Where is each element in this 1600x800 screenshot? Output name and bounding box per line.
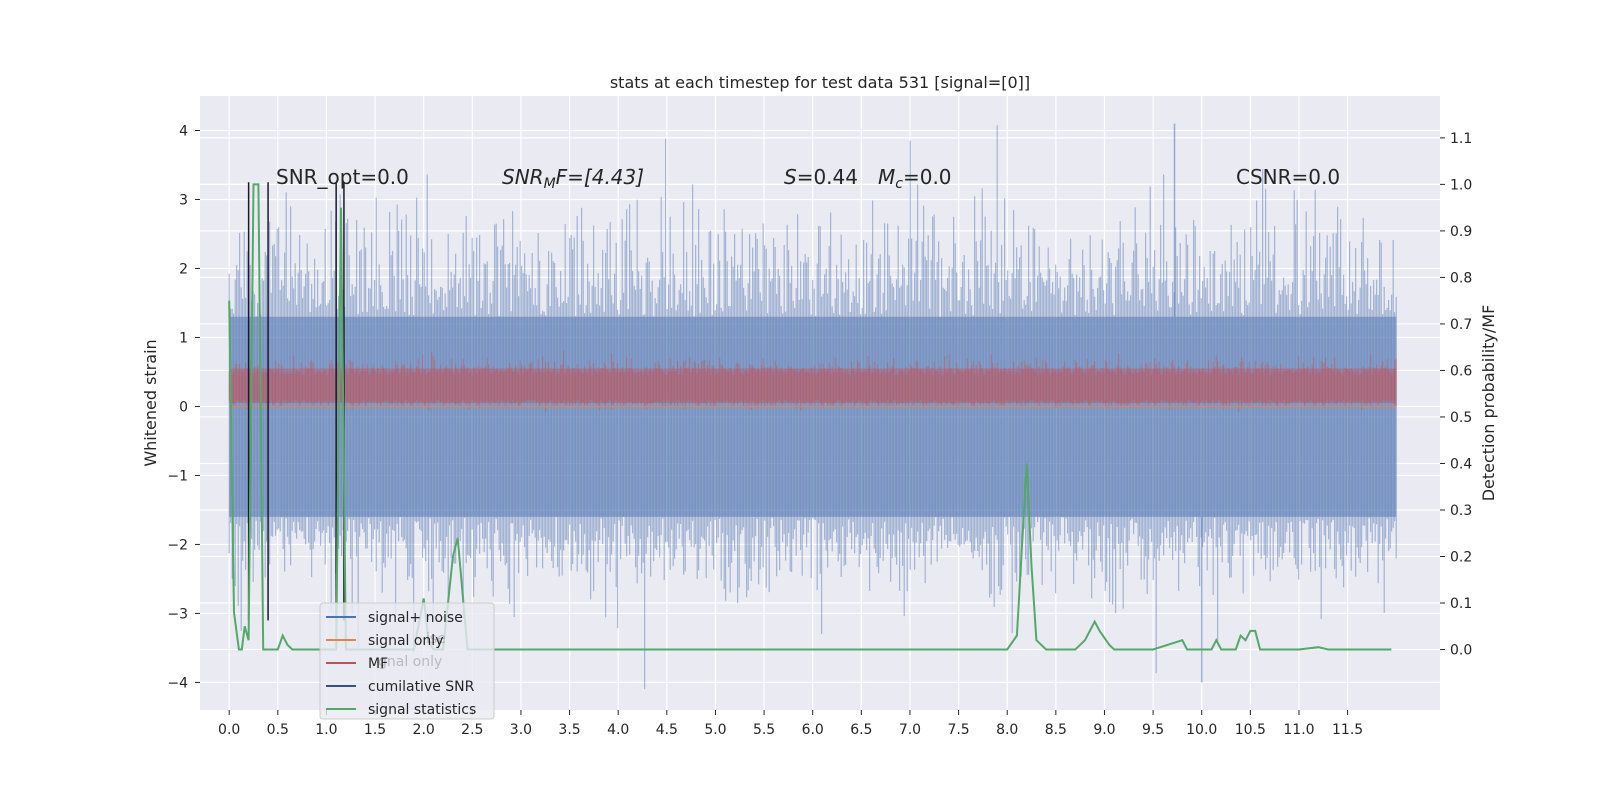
y2-tick-label: 0.3 bbox=[1450, 503, 1472, 519]
legend-entry-signal-noise: signal+ noise bbox=[368, 610, 463, 626]
x-tick-label: 6.0 bbox=[802, 722, 824, 738]
y-tick-label: 4 bbox=[179, 123, 188, 139]
y-tick-label: 2 bbox=[179, 261, 188, 277]
y2-tick-label: 0.0 bbox=[1450, 643, 1472, 659]
y-axis-label: Whitened strain bbox=[141, 339, 160, 466]
x-tick-label: 10.5 bbox=[1235, 722, 1266, 738]
y-tick-label: 3 bbox=[179, 192, 188, 208]
y2-axis-ticks: 1.1 1.0 0.9 0.8 0.7 0.6 0.5 0.4 0.3 0.2 0.1 0.0 bbox=[1440, 131, 1472, 659]
x-tick-label: 10.0 bbox=[1186, 722, 1217, 738]
x-tick-label: 7.5 bbox=[947, 722, 969, 738]
x-tick-label: 2.0 bbox=[413, 722, 435, 738]
y2-tick-label: 1.0 bbox=[1450, 177, 1472, 193]
x-tick-label: 11.5 bbox=[1332, 722, 1363, 738]
annotation-mc: Mc=0.0 bbox=[878, 165, 952, 192]
x-tick-label: 2.5 bbox=[461, 722, 483, 738]
x-tick-label: 8.5 bbox=[1045, 722, 1067, 738]
y2-tick-label: 0.9 bbox=[1450, 224, 1472, 240]
x-tick-label: 9.5 bbox=[1142, 722, 1164, 738]
y2-tick-label: 0.8 bbox=[1450, 270, 1472, 286]
chart-title: stats at each timestep for test data 531… bbox=[610, 73, 1030, 92]
x-tick-label: 1.0 bbox=[315, 722, 337, 738]
x-tick-label: 1.5 bbox=[364, 722, 386, 738]
x-tick-label: 9.0 bbox=[1093, 722, 1115, 738]
y2-axis-label: Detection probability/MF bbox=[1479, 305, 1498, 502]
x-tick-label: 4.0 bbox=[607, 722, 629, 738]
x-tick-label: 4.5 bbox=[656, 722, 678, 738]
legend-entry-signal-only: signal only bbox=[368, 633, 443, 649]
y-tick-label: −4 bbox=[167, 675, 188, 691]
x-tick-label: 11.0 bbox=[1283, 722, 1314, 738]
legend-entry-signal-statistics: signal statistics bbox=[368, 702, 476, 718]
y2-tick-label: 1.1 bbox=[1450, 131, 1472, 147]
y-tick-label: 1 bbox=[179, 330, 188, 346]
y-tick-label: −3 bbox=[167, 606, 188, 622]
legend-entry-cumulative-snr: cumilative SNR bbox=[368, 679, 475, 695]
x-tick-label: 5.5 bbox=[753, 722, 775, 738]
annotation-snr-opt: SNR_opt=0.0 bbox=[276, 165, 409, 189]
annotation-snr-mf: SNRMF=[4.43] bbox=[502, 165, 644, 192]
x-tick-label: 0.0 bbox=[218, 722, 240, 738]
y2-tick-label: 0.4 bbox=[1450, 456, 1472, 472]
y2-tick-label: 0.5 bbox=[1450, 410, 1472, 426]
y-tick-label: −2 bbox=[167, 537, 188, 553]
y-axis-ticks: 4 3 2 1 0 −1 −2 −3 −4 bbox=[167, 123, 200, 691]
y-tick-label: −1 bbox=[167, 468, 188, 484]
x-tick-label: 3.5 bbox=[558, 722, 580, 738]
x-tick-label: 7.0 bbox=[899, 722, 921, 738]
y2-tick-label: 0.7 bbox=[1450, 317, 1472, 333]
y2-tick-label: 0.2 bbox=[1450, 550, 1472, 566]
y2-tick-label: 0.6 bbox=[1450, 363, 1472, 379]
legend-entry-mf: MF bbox=[368, 656, 388, 672]
y2-tick-label: 0.1 bbox=[1450, 596, 1472, 612]
annotation-s: S=0.44 bbox=[784, 165, 858, 189]
x-tick-label: 0.5 bbox=[267, 722, 289, 738]
y-tick-label: 0 bbox=[179, 399, 188, 415]
x-tick-label: 6.5 bbox=[850, 722, 872, 738]
x-tick-label: 5.0 bbox=[704, 722, 726, 738]
annotation-csnr: CSNR=0.0 bbox=[1236, 165, 1340, 189]
legend: ise gnal only signal+ noise signal only … bbox=[320, 603, 494, 719]
x-tick-label: 3.0 bbox=[510, 722, 532, 738]
x-tick-label: 8.0 bbox=[996, 722, 1018, 738]
